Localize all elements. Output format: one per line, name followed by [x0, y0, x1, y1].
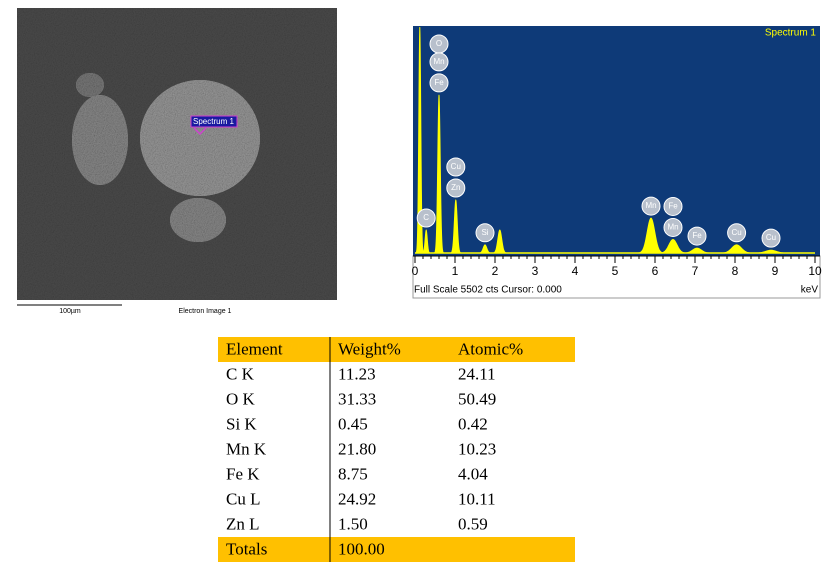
peak-label: Mn [433, 57, 444, 66]
table-cell: 1.50 [338, 514, 368, 533]
marker-cross [193, 127, 207, 136]
table-cell: 10.11 [458, 489, 496, 508]
peak-label-badge [663, 217, 683, 237]
table-cell: Si K [226, 414, 257, 433]
peak-label: Si [481, 228, 488, 237]
table: Element Weight% Atomic% C K 11.23 24.11 O K 31.… [218, 337, 575, 562]
table-cell: Zn L [226, 514, 260, 533]
x-tick-label: 3 [532, 264, 539, 278]
table-cell: 11.23 [338, 364, 376, 383]
peak-label-badge [429, 52, 449, 72]
table-cell: 8.75 [338, 464, 368, 483]
peak [449, 199, 462, 254]
sem-image: Spectrum 1 100µm Electron Image 1 [17, 8, 337, 315]
spectrum: C O Mn Fe Cu Zn Si Mn Fe Mn Fe Cu Cu 0 1 2 3 4 5 6 7 8 9 10 [412, 26, 822, 278]
table-cell: Cu L [226, 489, 260, 508]
table-cell: 24.92 [338, 489, 376, 508]
peak-label-badge [475, 223, 495, 243]
particle-cluster [170, 198, 226, 242]
header-band [218, 337, 575, 362]
x-tick-label: 6 [652, 264, 659, 278]
table-cell: 10.23 [458, 439, 496, 458]
peak-label: Cu [766, 233, 776, 242]
table-cell: 24.11 [458, 364, 496, 383]
table-cell: 31.33 [338, 389, 376, 408]
peak-label: Cu [731, 228, 741, 237]
scale-bar-label: 100µm [59, 308, 81, 315]
header-cell: Atomic% [458, 339, 523, 358]
peak [415, 26, 425, 254]
particle [140, 80, 260, 196]
particle-cluster [72, 95, 128, 185]
peak [635, 217, 667, 254]
totals-band [218, 537, 575, 562]
peak [421, 229, 431, 254]
x-tick-label: 10 [808, 264, 822, 278]
table-cell: C K [226, 364, 255, 383]
x-axis-label: keV [801, 285, 819, 296]
peak-label-badge [429, 73, 449, 93]
peak-label-badge [761, 228, 781, 248]
header-cell: Weight% [338, 339, 401, 358]
peak-label-badge [446, 157, 466, 177]
peak [477, 244, 493, 254]
peak-label-badge [687, 226, 707, 246]
peak-label: Fe [668, 202, 678, 211]
x-tick-label: 0 [412, 264, 419, 278]
spectrum-footer: Full Scale 5502 cts Cursor: 0.000 [414, 285, 562, 296]
spectrum-marker: Spectrum 1 [193, 117, 234, 126]
table-cell: 0.45 [338, 414, 368, 433]
peak-label-badge [446, 178, 466, 198]
peak [433, 94, 445, 254]
x-tick-label: 9 [772, 264, 779, 278]
peak [749, 249, 793, 254]
spectrum-title: Spectrum 1 [765, 28, 817, 39]
peak-label: Zn [451, 183, 460, 192]
peak-label-badge [416, 208, 436, 228]
x-tick-label: 5 [612, 264, 619, 278]
peak-label: Fe [434, 78, 444, 87]
peak-label: Mn [645, 201, 656, 210]
peak-label-badge [663, 196, 683, 216]
totals-cell: 100.00 [338, 539, 385, 558]
peak [679, 247, 715, 254]
table-cell: Fe K [226, 464, 260, 483]
peak-label: Mn [667, 223, 678, 232]
totals-cell: Totals [226, 539, 267, 558]
x-tick-label: 8 [732, 264, 739, 278]
x-tick-label: 2 [492, 264, 499, 278]
table-cell: Mn K [226, 439, 267, 458]
peak-label: Cu [451, 162, 461, 171]
peak-label: O [436, 39, 442, 48]
x-tick-label: 4 [572, 264, 579, 278]
table-cell: 0.42 [458, 414, 488, 433]
table-cell: 4.04 [458, 464, 488, 483]
table-cell: 50.49 [458, 389, 496, 408]
peak [491, 229, 508, 254]
peak-label-badge [641, 196, 661, 216]
spectrum-background [413, 26, 820, 256]
x-tick-label: 1 [452, 264, 459, 278]
header-cell: Element [226, 339, 283, 358]
particle-cluster [76, 73, 104, 97]
table-cell: 21.80 [338, 439, 376, 458]
peak-label-badge [727, 223, 747, 243]
image-caption: Electron Image 1 [179, 308, 232, 315]
table-cell: 0.59 [458, 514, 488, 533]
peak-label: C [423, 213, 429, 222]
table-cell: O K [226, 389, 256, 408]
spectrum-marker-box [190, 115, 238, 128]
peak-label: Fe [692, 231, 702, 240]
x-tick-label: 7 [692, 264, 699, 278]
